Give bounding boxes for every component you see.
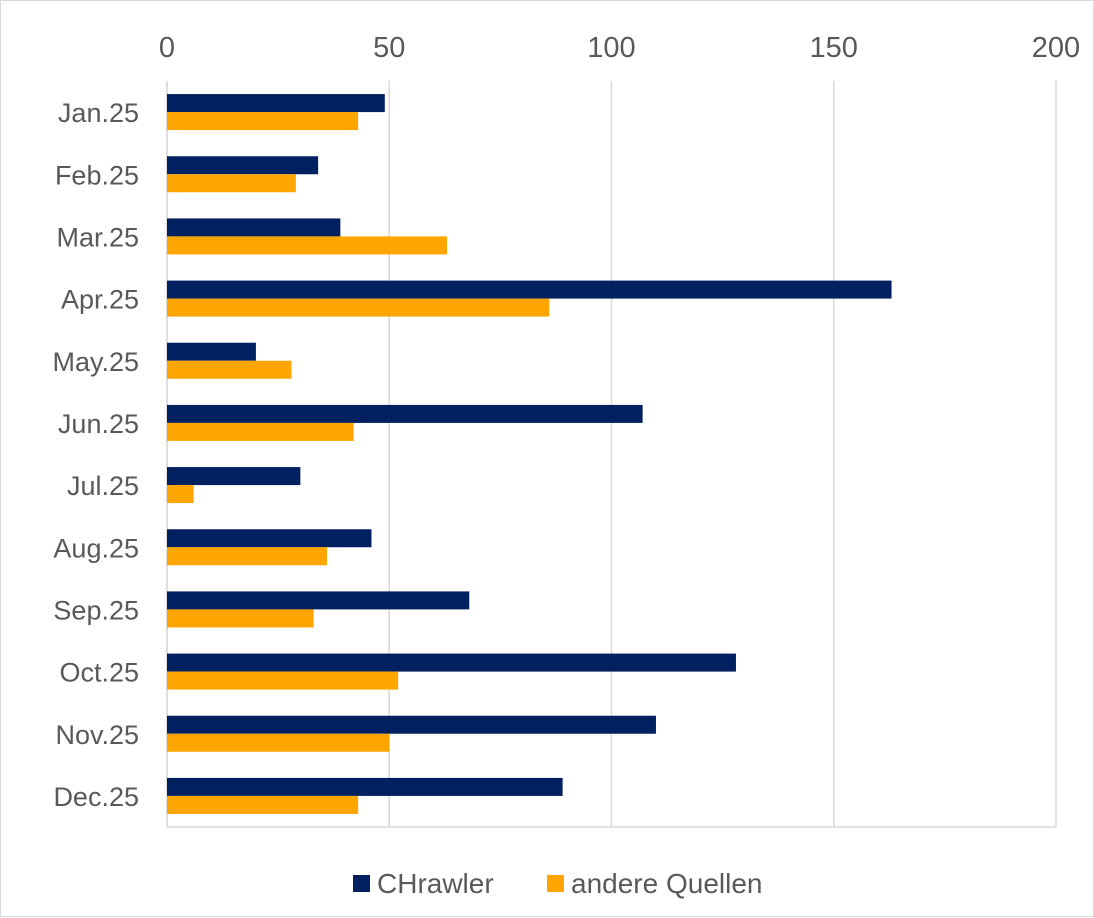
bar-chrawler-feb-25	[167, 156, 319, 175]
bar-chrawler-oct-25	[167, 653, 736, 672]
bar-chrawler-apr-25	[167, 280, 892, 299]
legend: CHrawler andere Quellen	[353, 868, 762, 899]
bar-chrawler-jun-25	[167, 404, 643, 423]
bar-chrawler-dec-25	[167, 777, 563, 796]
bar-andere-quellen-aug-25	[167, 547, 328, 566]
category-label: Jul.25	[67, 471, 139, 501]
legend-label: CHrawler	[377, 868, 494, 899]
bar-andere-quellen-sep-25	[167, 609, 314, 628]
legend-item-andere-quellen: andere Quellen	[547, 868, 762, 899]
x-axis-ticks: 0 50 100 150 200	[159, 32, 1080, 64]
category-label: Mar.25	[56, 222, 139, 252]
category-label: Nov.25	[55, 720, 139, 750]
bar-chrawler-mar-25	[167, 218, 341, 237]
x-tick-label: 200	[1032, 32, 1080, 64]
category-label: Jun.25	[58, 409, 139, 439]
bar-andere-quellen-jul-25	[167, 485, 194, 504]
x-tick-label: 0	[159, 32, 175, 64]
x-tick-label: 50	[373, 32, 405, 64]
bar-andere-quellen-jan-25	[167, 112, 359, 131]
x-tick-label: 150	[810, 32, 858, 64]
bar-andere-quellen-mar-25	[167, 236, 448, 255]
bar-andere-quellen-jun-25	[167, 422, 354, 441]
category-label: Oct.25	[59, 658, 139, 688]
category-label: Jan.25	[58, 98, 139, 128]
category-label: Sep.25	[53, 595, 139, 625]
bar-chrawler-sep-25	[167, 591, 470, 610]
bar-andere-quellen-oct-25	[167, 671, 399, 690]
bar-andere-quellen-apr-25	[167, 298, 550, 317]
category-label: May.25	[52, 347, 139, 377]
gridlines	[166, 81, 1057, 828]
bars	[167, 94, 892, 814]
legend-item-chrawler: CHrawler	[353, 868, 494, 899]
category-label: Apr.25	[61, 285, 139, 315]
bar-andere-quellen-may-25	[167, 360, 292, 379]
bar-chrawler-aug-25	[167, 529, 372, 548]
bar-chrawler-jan-25	[167, 94, 385, 113]
bar-andere-quellen-dec-25	[167, 795, 359, 814]
bar-andere-quellen-feb-25	[167, 174, 296, 193]
bar-andere-quellen-nov-25	[167, 733, 390, 752]
legend-label: andere Quellen	[571, 868, 762, 899]
category-label: Aug.25	[53, 533, 139, 563]
bar-chrawler-jul-25	[167, 467, 301, 486]
bar-chrawler-nov-25	[167, 715, 656, 734]
x-tick-label: 100	[587, 32, 635, 64]
category-label: Feb.25	[55, 160, 139, 190]
legend-swatch	[547, 875, 564, 892]
bar-chrawler-may-25	[167, 342, 256, 361]
y-axis-categories: Jan.25 Feb.25 Mar.25 Apr.25 May.25 Jun.25 Jul.…	[52, 98, 139, 812]
legend-swatch	[353, 875, 370, 892]
category-label: Dec.25	[53, 782, 139, 812]
